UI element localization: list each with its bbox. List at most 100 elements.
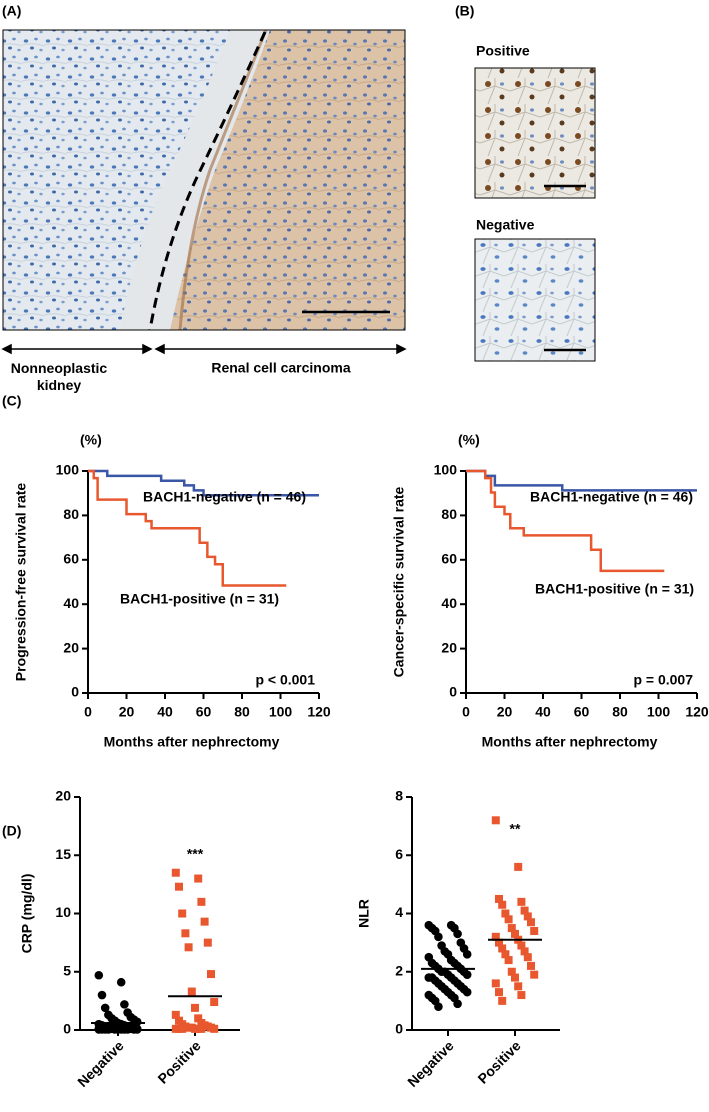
- y-tick-label: 8: [395, 788, 403, 804]
- data-point: [491, 979, 500, 988]
- image-label: Negative: [476, 217, 535, 233]
- data-point: [517, 941, 526, 950]
- y-axis-label: CRP (mg/dl): [19, 874, 35, 954]
- data-point: [197, 1024, 206, 1033]
- data-point: [184, 943, 193, 952]
- y-tick-label: 4: [395, 904, 403, 920]
- survival-curve: [88, 469, 319, 497]
- data-point: [132, 1025, 142, 1034]
- data-point: [495, 894, 503, 903]
- data-point: [498, 996, 507, 1005]
- series-label: BACH1-negative (n = 46): [143, 489, 306, 505]
- x-tick-label: 80: [612, 704, 628, 720]
- data-point: [191, 1003, 199, 1012]
- boundary-dashed: [148, 31, 267, 330]
- survival-curve: [88, 469, 287, 587]
- y-tick-label: 0: [449, 684, 457, 700]
- data-point: [104, 1025, 113, 1034]
- y-tick-label: 0: [395, 1021, 403, 1037]
- significance: **: [510, 821, 521, 837]
- data-point: [504, 956, 513, 965]
- data-point: [511, 929, 519, 938]
- data-point: [123, 1025, 132, 1034]
- x-tick-label: Positive: [474, 1037, 523, 1086]
- x-tick-label: 60: [574, 704, 590, 720]
- y-tick-label: 60: [63, 551, 79, 567]
- panel-label: (C): [2, 393, 21, 409]
- y-tick-label: 40: [441, 595, 457, 611]
- data-point: [530, 970, 539, 979]
- x-tick-label: Negative: [404, 1037, 457, 1090]
- panel-label: (A): [2, 3, 21, 19]
- image-label: Positive: [476, 43, 530, 59]
- data-point: [527, 918, 535, 927]
- data-point: [523, 953, 532, 962]
- x-tick-label: 0: [84, 704, 92, 720]
- data-point: [517, 897, 526, 906]
- x-tick-label: 40: [535, 704, 551, 720]
- data-point: [498, 944, 507, 953]
- y-tick-label: 60: [441, 551, 457, 567]
- data-point: [194, 1014, 203, 1023]
- panel-label: (B): [455, 3, 474, 19]
- p-value: p = 0.007: [633, 672, 693, 688]
- panel-label: (D): [2, 823, 21, 839]
- y-tick-label: 0: [71, 684, 79, 700]
- x-axis-label: Months after nephrectomy: [482, 734, 658, 750]
- y-unit: (%): [80, 432, 102, 448]
- data-point: [462, 949, 472, 959]
- data-point: [194, 874, 203, 883]
- survival-curve: [466, 469, 697, 492]
- x-tick-label: 80: [234, 704, 250, 720]
- significance: ***: [187, 846, 204, 862]
- y-tick-label: 2: [395, 962, 403, 978]
- data-point: [491, 932, 500, 941]
- data-point: [94, 970, 104, 980]
- x-tick-label: 60: [196, 704, 212, 720]
- tissue-tumor: [170, 30, 405, 330]
- y-tick-label: 20: [441, 639, 457, 655]
- x-tick-label: 0: [462, 704, 470, 720]
- p-value: p < 0.001: [255, 672, 315, 688]
- data-point: [178, 1024, 187, 1033]
- y-axis-label: NLR: [356, 899, 372, 928]
- data-point: [207, 970, 215, 979]
- y-tick-label: 80: [63, 506, 79, 522]
- data-point: [178, 909, 187, 918]
- series-label: BACH1-positive (n = 31): [535, 581, 694, 597]
- data-point: [504, 915, 513, 924]
- data-point: [495, 988, 503, 997]
- data-point: [171, 1010, 180, 1019]
- data-point: [100, 1003, 110, 1013]
- histology-image-a: [3, 30, 405, 330]
- data-point: [514, 982, 523, 991]
- y-axis-label: Cancer-specific survival rate: [391, 486, 407, 677]
- data-point: [530, 926, 539, 935]
- data-point: [453, 999, 462, 1009]
- data-point: [175, 882, 183, 891]
- data-point: [462, 970, 472, 979]
- data-point: [120, 1000, 129, 1009]
- x-tick-label: 120: [685, 704, 709, 720]
- y-tick-label: 0: [63, 1021, 71, 1037]
- y-tick-label: 80: [441, 506, 457, 522]
- x-tick-label: 100: [269, 704, 293, 720]
- x-tick-label: 120: [307, 704, 331, 720]
- y-axis-label: Progression-free survival rate: [13, 483, 29, 682]
- data-point: [187, 987, 196, 996]
- x-tick-label: 100: [647, 704, 671, 720]
- data-point: [200, 917, 209, 926]
- data-point: [501, 950, 510, 959]
- y-tick-label: 40: [63, 595, 79, 611]
- series-label: BACH1-negative (n = 46): [530, 489, 693, 505]
- x-tick-label: 40: [157, 704, 173, 720]
- x-tick-label: Positive: [154, 1037, 203, 1086]
- data-point: [527, 961, 535, 970]
- data-point: [434, 932, 443, 942]
- data-point: [520, 906, 529, 915]
- histology-image-negative: [474, 238, 596, 362]
- region-arrows: [1, 343, 407, 355]
- data-point: [517, 991, 526, 1000]
- data-point: [495, 938, 503, 947]
